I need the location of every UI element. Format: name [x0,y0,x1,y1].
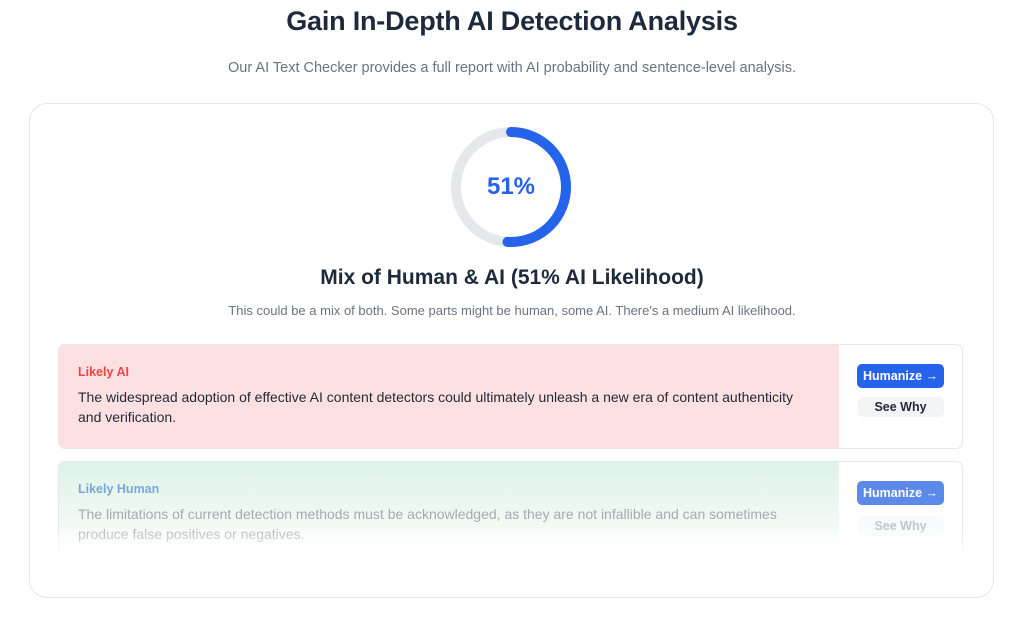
see-why-button[interactable]: See Why [857,516,944,536]
sentence-label: Likely AI [78,365,129,379]
sentence-text: The widespread adoption of effective AI … [78,389,793,425]
result-title: Mix of Human & AI (51% AI Likelihood) [320,266,704,289]
sentence-actions: Humanize → See Why [839,462,962,565]
result-description: This could be a mix of both. Some parts … [228,303,796,318]
sentence-row-likely-human: Likely Human The limitations of current … [58,461,963,566]
see-why-button[interactable]: See Why [857,397,944,417]
sentence-body: Likely Human The limitations of current … [59,462,839,565]
gauge-value: 51% [486,173,536,200]
page-subtitle: Our AI Text Checker provides a full repo… [228,60,796,76]
sentence-label: Likely Human [78,482,160,496]
ai-probability-gauge: 51% [449,125,573,249]
page-title: Gain In-Depth AI Detection Analysis [286,6,738,36]
sentence-actions: Humanize → See Why [839,345,962,448]
sentence-row-likely-ai: Likely AI The widespread adoption of eff… [58,344,963,449]
gauge-ring-icon [451,127,571,247]
humanize-button[interactable]: Humanize → [857,364,944,388]
humanize-button[interactable]: Humanize → [857,481,944,505]
sentence-text: The limitations of current detection met… [78,506,777,542]
sentence-body: Likely AI The widespread adoption of eff… [59,345,839,448]
